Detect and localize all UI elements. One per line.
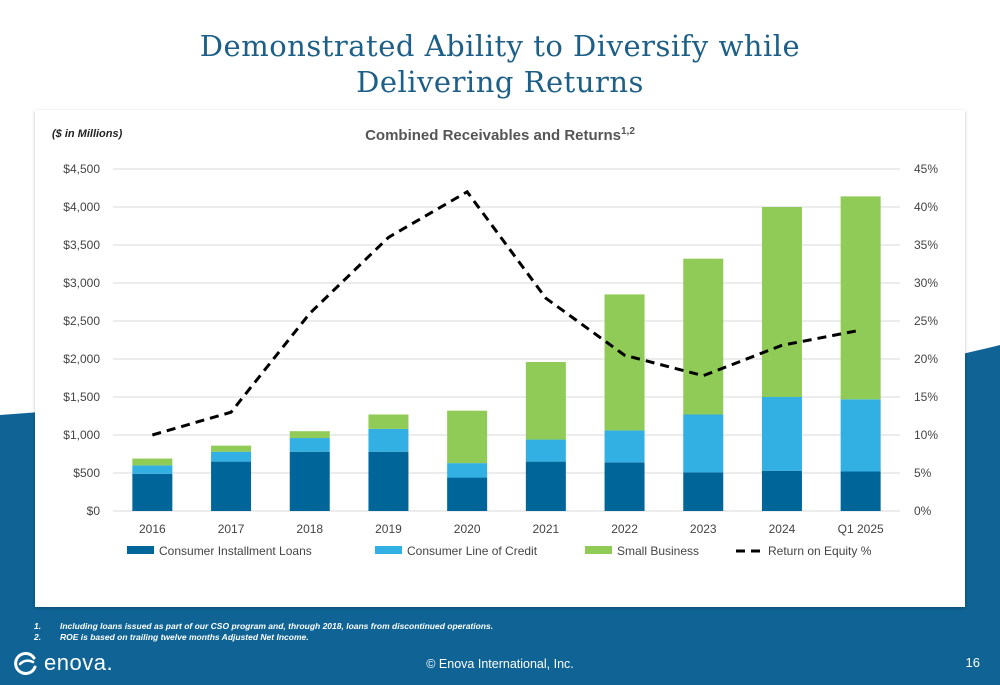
chart-title-text: Combined Receivables and Returns <box>365 127 621 144</box>
bar-segment <box>211 445 252 452</box>
bar-segment <box>368 428 409 452</box>
bar-segment <box>289 438 330 452</box>
y-right-tick-label: 35% <box>914 238 938 252</box>
footnotes: 1. Including loans issued as part of our … <box>34 621 493 643</box>
bar-segment <box>761 470 802 511</box>
bar-segment <box>683 472 724 511</box>
x-tick-label: 2024 <box>769 522 796 536</box>
legend-swatch <box>375 546 402 554</box>
x-tick-label: 2019 <box>375 522 402 536</box>
footnote-1: 1. Including loans issued as part of our … <box>34 621 493 632</box>
legend-label: Consumer Installment Loans <box>159 544 312 558</box>
bar-segment <box>604 430 645 463</box>
x-tick-label: 2023 <box>690 522 717 536</box>
y-right-tick-label: 40% <box>914 200 938 214</box>
y-left-tick-label: $500 <box>73 466 100 480</box>
y-right-tick-label: 0% <box>914 504 932 518</box>
x-tick-label: 2021 <box>532 522 559 536</box>
footnote-1-text: Including loans issued as part of our CS… <box>60 621 494 631</box>
x-tick-label: 2018 <box>296 522 323 536</box>
y-left-tick-label: $1,000 <box>63 428 100 442</box>
y-right-tick-label: 45% <box>914 162 938 176</box>
x-tick-label: 2022 <box>611 522 638 536</box>
footnote-1-number: 1. <box>34 621 42 631</box>
bar-segment <box>211 451 252 462</box>
legend-swatch <box>585 546 612 554</box>
bar-segment <box>840 196 881 400</box>
enova-logo: enova. <box>14 650 113 676</box>
bar-segment <box>761 207 802 397</box>
y-right-tick-label: 10% <box>914 428 938 442</box>
legend-label: Consumer Line of Credit <box>407 544 538 558</box>
bar-segment <box>840 471 881 511</box>
y-left-tick-label: $1,500 <box>63 390 100 404</box>
roe-line <box>151 189 861 437</box>
y-right-tick-label: 5% <box>914 466 932 480</box>
bar-segment <box>447 463 488 478</box>
bar-segment <box>683 258 724 415</box>
bar-segment <box>840 399 881 472</box>
bar-segment <box>447 477 488 511</box>
y-right-tick-label: 20% <box>914 352 938 366</box>
x-tick-label: 2020 <box>454 522 481 536</box>
bar-segment <box>289 451 330 511</box>
y-left-tick-label: $2,000 <box>63 352 100 366</box>
bar-segment <box>525 439 566 462</box>
chart-title: Combined Receivables and Returns1,2 <box>0 126 1000 144</box>
x-tick-label: 2016 <box>139 522 166 536</box>
bar-segment <box>761 397 802 471</box>
y-left-tick-label: $2,500 <box>63 314 100 328</box>
bar-segment <box>132 465 173 474</box>
bar-segment <box>368 414 409 429</box>
bar-segment <box>525 461 566 511</box>
legend-swatch <box>127 546 154 554</box>
bar-segment <box>447 410 488 464</box>
footnote-2-text: ROE is based on trailing twelve months A… <box>60 632 309 642</box>
enova-logo-icon <box>14 651 37 675</box>
y-left-tick-label: $4,000 <box>63 200 100 214</box>
legend-label: Return on Equity % <box>768 544 872 558</box>
x-tick-label: 2017 <box>218 522 245 536</box>
bar-segment <box>289 431 330 439</box>
bar-segment <box>132 458 173 466</box>
y-left-tick-label: $0 <box>87 504 101 518</box>
page-number: 16 <box>965 655 980 670</box>
enova-logo-text: enova. <box>44 650 114 675</box>
y-left-tick-label: $4,500 <box>63 162 100 176</box>
slide-title: Demonstrated Ability to Diversify while … <box>0 28 1000 100</box>
slide-title-line-1: Demonstrated Ability to Diversify while <box>199 29 801 63</box>
bar-segment <box>211 461 252 511</box>
y-left-tick-label: $3,500 <box>63 238 100 252</box>
y-left-tick-label: $3,000 <box>63 276 100 290</box>
legend-label: Small Business <box>617 544 699 558</box>
copyright: © Enova International, Inc. <box>426 657 574 671</box>
x-tick-label: Q1 2025 <box>838 522 884 536</box>
chart-title-superscript: 1,2 <box>621 126 635 137</box>
bar-segment <box>604 294 645 431</box>
bar-segment <box>132 473 173 511</box>
slide-title-line-2: Delivering Returns <box>356 65 644 99</box>
footnote-2: 2. ROE is based on trailing twelve months… <box>34 632 493 643</box>
bar-segment <box>604 462 645 511</box>
y-right-tick-label: 25% <box>914 314 938 328</box>
units-note: ($ in Millions) <box>52 128 123 140</box>
y-right-tick-label: 30% <box>914 276 938 290</box>
bar-segment <box>368 451 409 511</box>
footnote-2-number: 2. <box>34 632 42 642</box>
bar-segment <box>525 362 566 440</box>
bar-segment <box>683 414 724 473</box>
y-right-tick-label: 15% <box>914 390 938 404</box>
